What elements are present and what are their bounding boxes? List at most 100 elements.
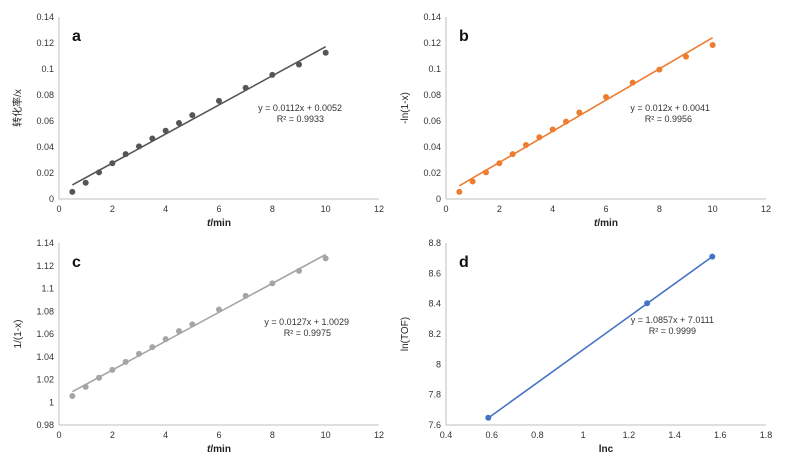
data-point: [629, 79, 636, 86]
x-axis-title-italic: t: [594, 218, 598, 229]
y-tick-label: 8.8: [428, 238, 441, 248]
data-point: [162, 336, 169, 343]
data-point: [96, 169, 102, 176]
y-tick-label: 8: [436, 359, 441, 369]
x-axis-title: lnc: [599, 444, 614, 455]
x-tick-label: 10: [321, 430, 331, 440]
y-tick-label: 0.12: [423, 38, 441, 48]
panel-c: 0.98 1 1.02 1.04 1.06 1.08 1.1 1.12 1.14 0 2 4 6 8 10 1…: [13, 238, 384, 455]
data-point: [149, 135, 156, 142]
data-point: [176, 328, 182, 335]
data-point: [683, 53, 689, 60]
y-tick-label: 0.02: [36, 168, 54, 178]
y-tick-label: 0.1: [428, 64, 441, 74]
y-axis-title: 1/(1-x): [13, 320, 24, 349]
data-point: [549, 126, 556, 133]
y-tick-label: 0.14: [423, 12, 441, 22]
x-tick-label: 6: [216, 430, 221, 440]
y-tick-label: 0.06: [36, 116, 54, 126]
x-axis-title-text: /min: [210, 444, 231, 455]
data-point: [242, 84, 249, 91]
x-tick-label: 1.2: [623, 430, 636, 440]
y-tick-label: 0: [436, 194, 441, 204]
data-point: [82, 179, 89, 186]
panel-a: 0 0.02 0.04 0.06 0.08 0.1 0.12 0.14 0 2 4 6 8 10 12 t/m…: [11, 12, 384, 229]
data-point: [709, 253, 716, 260]
data-point: [122, 151, 129, 158]
data-point: [269, 280, 276, 287]
x-tick-label: 2: [497, 204, 502, 214]
x-axis-title-text: /min: [210, 218, 231, 229]
y-tick-label: 8.4: [428, 299, 441, 309]
trend-line: [458, 36, 714, 187]
data-point: [162, 127, 169, 134]
x-tick-label: 10: [321, 204, 331, 214]
y-tick-label: 7.6: [428, 420, 441, 430]
x-tick-label: 0.6: [485, 430, 498, 440]
y-tick-label: 1: [49, 397, 54, 407]
data-point: [644, 300, 651, 307]
x-axis-title-text: /min: [597, 218, 618, 229]
y-tick-label: 0: [49, 194, 54, 204]
x-tick-label: 6: [603, 204, 608, 214]
panel-label: c: [72, 254, 81, 271]
x-tick-label: 6: [216, 204, 221, 214]
y-tick-label: 0.1: [41, 64, 54, 74]
x-axis-title-italic: t: [207, 444, 211, 455]
panel-label: d: [459, 254, 469, 271]
data-point: [322, 49, 329, 56]
data-point: [456, 188, 463, 195]
y-tick-label: 1.12: [36, 261, 54, 271]
x-tick-label: 8: [657, 204, 662, 214]
r-squared: R² = 0.9933: [277, 114, 324, 124]
panel-d: 7.6 7.8 8 8.2 8.4 8.6 8.8 0.4 0.6 0.8 1 1.2 1.4 1.6 1.…: [400, 238, 772, 455]
x-tick-label: 8: [270, 430, 275, 440]
x-tick-label: 2: [110, 430, 115, 440]
data-point: [69, 392, 76, 399]
y-tick-label: 1.04: [36, 352, 54, 362]
panel-label: b: [459, 28, 469, 45]
data-point: [216, 306, 222, 313]
x-tick-label: 2: [110, 204, 115, 214]
data-point: [269, 71, 276, 78]
r-squared: R² = 0.9999: [649, 326, 696, 336]
y-tick-label: 0.02: [423, 168, 441, 178]
x-tick-label: 1.8: [760, 430, 773, 440]
data-point: [82, 383, 89, 390]
x-tick-label: 10: [708, 204, 718, 214]
data-point: [109, 160, 116, 167]
y-tick-label: 0.08: [36, 90, 54, 100]
x-tick-label: 12: [374, 204, 384, 214]
data-point: [483, 169, 489, 176]
x-tick-label: 4: [550, 204, 555, 214]
x-tick-label: 0: [443, 204, 448, 214]
y-tick-label: 1.02: [36, 375, 54, 385]
fit-equation: y = 0.0127x + 1.0029: [264, 317, 349, 327]
y-axis-title: ln(TOF): [400, 317, 411, 351]
y-tick-label: 0.08: [423, 90, 441, 100]
x-tick-label: 0.4: [440, 430, 453, 440]
data-point: [189, 321, 196, 328]
x-tick-label: 1.4: [668, 430, 681, 440]
x-axis-title: t/min: [207, 218, 231, 229]
data-point: [242, 292, 249, 299]
y-tick-label: 0.04: [423, 142, 441, 152]
panel-b: 0 0.02 0.04 0.06 0.08 0.1 0.12 0.14 0 2 4 6 8 10 12 t/m…: [400, 12, 771, 229]
panel-label: a: [72, 28, 81, 45]
data-point: [109, 366, 116, 373]
data-point: [496, 160, 503, 167]
data-point: [176, 119, 182, 126]
trend-line: [487, 255, 713, 419]
data-point: [536, 134, 543, 141]
data-point: [485, 414, 492, 421]
x-tick-label: 8: [270, 204, 275, 214]
data-point: [189, 112, 196, 119]
data-point: [656, 66, 663, 73]
x-axis-title: t/min: [594, 218, 618, 229]
y-tick-label: 0.12: [36, 38, 54, 48]
fit-equation: y = 0.012x + 0.0041: [630, 103, 710, 113]
y-tick-label: 1.1: [41, 284, 54, 294]
fit-equation: y = 0.0112x + 0.0052: [258, 103, 342, 113]
data-point: [96, 374, 102, 381]
